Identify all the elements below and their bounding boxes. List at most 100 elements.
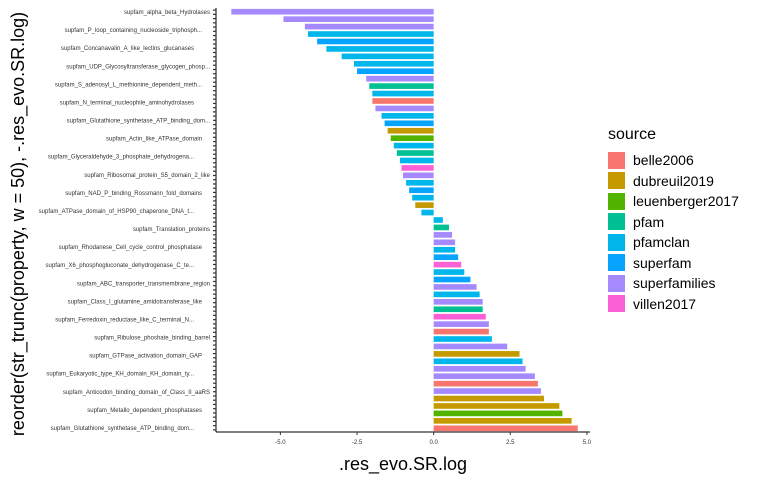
bars: [231, 8, 578, 432]
bar-superfam: [357, 68, 434, 75]
bar-belle2006: [372, 98, 434, 104]
legend-title: source: [608, 126, 657, 143]
y-tick-label: supfam_NAD_P_binding_Rossmann_fold_domai…: [65, 191, 202, 197]
legend-label: leuenberger2017: [633, 193, 739, 210]
bar-pfamclan: [421, 209, 434, 216]
bar-superfamilies: [283, 16, 434, 22]
y-tick-label: supfam_Glyceraldehyde_3_phosphate_dehydr…: [48, 155, 194, 161]
bar-villen2017: [433, 261, 462, 268]
bar-superfamilies: [304, 23, 434, 30]
legend-label: pfam: [633, 213, 665, 230]
bar-leuenberger2017: [390, 135, 434, 142]
legend-item: villen2017: [608, 294, 739, 315]
legend-item: pfam: [608, 212, 739, 233]
axes: -5.0 -2.5 0.0 2.5 5.0: [213, 8, 592, 446]
y-tick-label: supfam_X6_phosphogluconate_dehydrogenase…: [46, 263, 195, 269]
bar-pfamclan: [307, 31, 434, 37]
bar-pfamclan: [341, 53, 434, 60]
y-tick-label: supfam_ATPase_domain_of_HSP90_chaperone_…: [39, 209, 195, 215]
bar-superfamilies: [433, 232, 453, 238]
bar-dubreuil2019: [433, 351, 520, 357]
bar-villen2017: [401, 165, 434, 171]
bar-superfamilies: [403, 172, 434, 179]
bar-superfam: [317, 38, 434, 45]
bar-superfam: [433, 254, 459, 261]
legend-key-swatch: [608, 192, 625, 210]
bar-pfamclan: [393, 142, 434, 149]
bar-belle2006: [433, 425, 578, 432]
bar-superfamilies: [231, 8, 434, 15]
bar-pfamclan: [433, 217, 443, 223]
legend-label: villen2017: [633, 295, 697, 312]
bar-belle2006: [433, 380, 538, 387]
bar-pfamclan: [433, 358, 523, 365]
x-tick-label: 0.0: [429, 440, 438, 446]
legend-label: superfam: [633, 254, 692, 271]
bar-superfamilies: [433, 365, 526, 372]
legend-key-swatch: [608, 151, 625, 169]
bar-leuenberger2017: [433, 410, 563, 417]
y-category-labels: supfam_alpha_beta_Hydrolases supfam_P_loo…: [39, 10, 211, 432]
bar-superfamilies: [433, 298, 483, 305]
bar-pfamclan: [433, 291, 480, 298]
legend-item: pfamclan: [608, 232, 739, 253]
legend-label: belle2006: [633, 152, 694, 169]
bar-superfamilies: [433, 284, 477, 290]
x-tick-label: 5.0: [583, 440, 592, 446]
legend-item: dubreuil2019: [608, 171, 739, 192]
bar-superfam: [433, 276, 471, 283]
y-tick-label: supfam_P_loop_containing_nucleoside_trip…: [65, 28, 203, 34]
bar-villen2017: [433, 313, 486, 320]
bar-pfamclan: [372, 90, 434, 97]
legend-key-swatch: [608, 233, 625, 251]
y-tick-label: supfam_Ferredoxin_reductase_like_C_termi…: [55, 317, 194, 323]
y-tick-label: supfam_Ribulose_phoshate_binding_barrel: [94, 336, 210, 342]
bar-pfamclan: [381, 113, 434, 119]
bar-superfamilies: [433, 343, 508, 350]
bar-pfam: [369, 83, 434, 89]
legend-label: superfamilies: [633, 275, 716, 292]
y-tick-label: supfam_alpha_beta_Hydrolases: [124, 10, 210, 16]
bar-superfamilies: [433, 239, 456, 246]
y-tick-label: supfam_UDP_Glycosyltransferase_glycogen_…: [66, 64, 210, 70]
bar-superfam: [384, 120, 434, 127]
bar-pfamclan: [412, 194, 434, 201]
x-tick-label: 2.5: [506, 440, 515, 446]
bar-pfamclan: [433, 336, 492, 342]
y-tick-label: supfam_Metallo_dependent_phosphatases: [87, 408, 202, 414]
legend-item: superfamilies: [608, 273, 739, 294]
bar-pfamclan: [399, 157, 434, 164]
bar-dubreuil2019: [433, 418, 572, 424]
legend-label: pfamclan: [633, 234, 690, 251]
y-tick-label: supfam_N_terminal_nucleophile_aminohydro…: [60, 100, 194, 106]
bar-pfamclan: [406, 179, 434, 186]
legend-key-swatch: [608, 213, 625, 231]
legend-key-swatch: [608, 254, 625, 272]
legend: source belle2006 dubreuil2019 leuenberger2…: [608, 126, 739, 314]
x-tick-label: -5.0: [275, 440, 286, 446]
x-tick-label: -2.5: [352, 440, 363, 446]
y-tick-label: supfam_Ribosomal_protein_S5_domain_2_lik…: [84, 173, 210, 179]
legend-key-swatch: [608, 274, 625, 292]
bar-pfamclan: [433, 269, 465, 275]
y-tick-label: supfam_Rhodanese_Cell_cycle_control_phos…: [59, 245, 203, 251]
legend-key-swatch: [608, 172, 625, 190]
y-tick-label: supfam_Eukaryotic_type_KH_domain_KH_doma…: [46, 372, 194, 378]
bar-pfam: [433, 306, 483, 313]
bar-superfamilies: [433, 321, 489, 327]
legend-key-swatch: [608, 295, 625, 313]
bar-belle2006: [433, 328, 489, 335]
bar-superfamilies: [433, 373, 535, 380]
bar-superfam: [409, 187, 434, 194]
y-tick-label: supfam_Concanavalin_A_like_lectins_gluca…: [61, 46, 194, 52]
bar-dubreuil2019: [433, 403, 560, 409]
legend-item: belle2006: [608, 150, 739, 171]
bar-pfamclan: [353, 60, 434, 67]
y-tick-label: supfam_Actin_like_ATPase_domain: [106, 137, 202, 143]
bar-superfamilies: [375, 105, 434, 112]
legend-item: superfam: [608, 253, 739, 274]
y-tick-label: supfam_Glutathione_synthetase_ATP_bindin…: [51, 426, 195, 432]
legend-label: dubreuil2019: [633, 172, 714, 189]
bar-dubreuil2019: [433, 395, 545, 402]
